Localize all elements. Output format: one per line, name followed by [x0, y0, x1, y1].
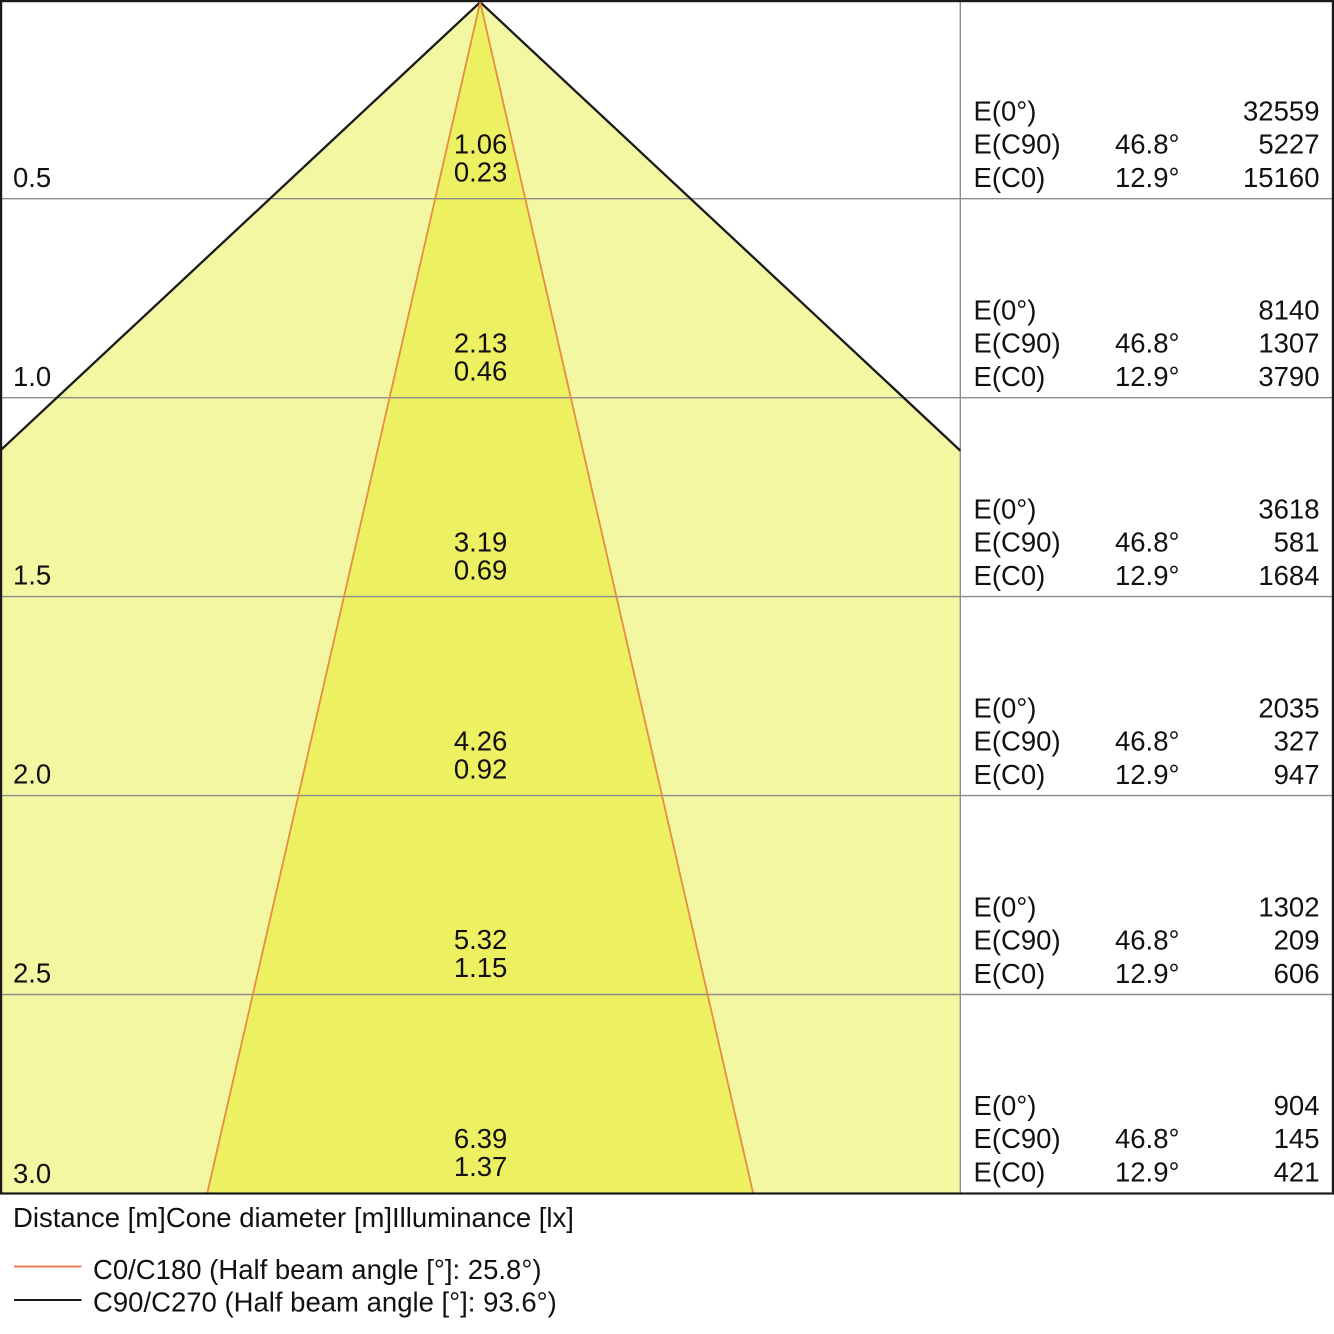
svg-text:C0/C180 (Half beam angle [°]:: C0/C180 (Half beam angle [°]: 25.8°) [93, 1254, 541, 1285]
svg-text:145: 145 [1274, 1123, 1320, 1154]
svg-text:1.06: 1.06 [454, 129, 508, 160]
svg-text:12.9°: 12.9° [1115, 361, 1180, 392]
svg-text:12.9°: 12.9° [1115, 958, 1180, 989]
svg-text:3.19: 3.19 [454, 526, 508, 557]
svg-text:947: 947 [1274, 759, 1320, 790]
svg-text:1.0: 1.0 [13, 361, 51, 392]
svg-text:E(C0): E(C0) [974, 759, 1046, 790]
svg-text:581: 581 [1274, 526, 1320, 557]
svg-text:1684: 1684 [1258, 560, 1319, 591]
svg-text:209: 209 [1274, 924, 1320, 955]
svg-text:12.9°: 12.9° [1115, 162, 1180, 193]
svg-text:15160: 15160 [1243, 162, 1319, 193]
svg-text:0.69: 0.69 [454, 554, 508, 585]
svg-text:Distance [m]Cone diameter [m]I: Distance [m]Cone diameter [m]Illuminance… [13, 1202, 574, 1233]
svg-text:904: 904 [1274, 1090, 1320, 1121]
svg-text:46.8°: 46.8° [1115, 924, 1180, 955]
svg-text:E(0°): E(0°) [974, 1090, 1037, 1121]
svg-text:606: 606 [1274, 958, 1320, 989]
svg-text:E(C90): E(C90) [974, 526, 1061, 557]
svg-text:4.26: 4.26 [454, 725, 508, 756]
svg-text:E(0°): E(0°) [974, 891, 1037, 922]
svg-text:5.32: 5.32 [454, 924, 508, 955]
svg-text:0.5: 0.5 [13, 162, 51, 193]
svg-text:421: 421 [1274, 1157, 1320, 1188]
svg-text:1.5: 1.5 [13, 560, 51, 591]
svg-text:E(0°): E(0°) [974, 692, 1037, 723]
svg-text:E(C0): E(C0) [974, 1157, 1046, 1188]
svg-text:E(C90): E(C90) [974, 129, 1061, 160]
svg-text:E(C90): E(C90) [974, 1123, 1061, 1154]
svg-text:2.5: 2.5 [13, 958, 51, 989]
svg-text:3790: 3790 [1258, 361, 1319, 392]
svg-text:46.8°: 46.8° [1115, 328, 1180, 359]
svg-text:1302: 1302 [1258, 891, 1319, 922]
svg-text:C90/C270 (Half beam angle [°]:: C90/C270 (Half beam angle [°]: 93.6°) [93, 1287, 557, 1318]
svg-text:E(C0): E(C0) [974, 560, 1046, 591]
svg-text:5227: 5227 [1258, 129, 1319, 160]
svg-text:0.23: 0.23 [454, 157, 508, 188]
svg-text:E(C0): E(C0) [974, 958, 1046, 989]
svg-text:2.0: 2.0 [13, 759, 51, 790]
svg-text:1.37: 1.37 [454, 1151, 508, 1182]
svg-text:0.46: 0.46 [454, 355, 508, 386]
svg-text:0.92: 0.92 [454, 753, 508, 784]
svg-text:1.15: 1.15 [454, 952, 508, 983]
svg-text:46.8°: 46.8° [1115, 526, 1180, 557]
svg-text:46.8°: 46.8° [1115, 129, 1180, 160]
svg-text:12.9°: 12.9° [1115, 1157, 1180, 1188]
svg-text:327: 327 [1274, 725, 1320, 756]
svg-text:46.8°: 46.8° [1115, 725, 1180, 756]
svg-text:6.39: 6.39 [454, 1123, 508, 1154]
svg-text:E(C0): E(C0) [974, 361, 1046, 392]
svg-text:E(C90): E(C90) [974, 725, 1061, 756]
svg-text:E(C90): E(C90) [974, 328, 1061, 359]
svg-text:E(C90): E(C90) [974, 924, 1061, 955]
svg-text:E(0°): E(0°) [974, 493, 1037, 524]
svg-text:12.9°: 12.9° [1115, 560, 1180, 591]
svg-text:8140: 8140 [1258, 295, 1319, 326]
svg-text:E(C0): E(C0) [974, 162, 1046, 193]
svg-text:2.13: 2.13 [454, 327, 508, 358]
svg-text:32559: 32559 [1243, 96, 1319, 127]
svg-text:2035: 2035 [1258, 692, 1319, 723]
svg-text:1307: 1307 [1258, 328, 1319, 359]
svg-text:3.0: 3.0 [13, 1158, 51, 1189]
svg-text:12.9°: 12.9° [1115, 759, 1180, 790]
svg-text:E(0°): E(0°) [974, 96, 1037, 127]
svg-text:46.8°: 46.8° [1115, 1123, 1180, 1154]
svg-text:3618: 3618 [1258, 493, 1319, 524]
svg-text:E(0°): E(0°) [974, 295, 1037, 326]
